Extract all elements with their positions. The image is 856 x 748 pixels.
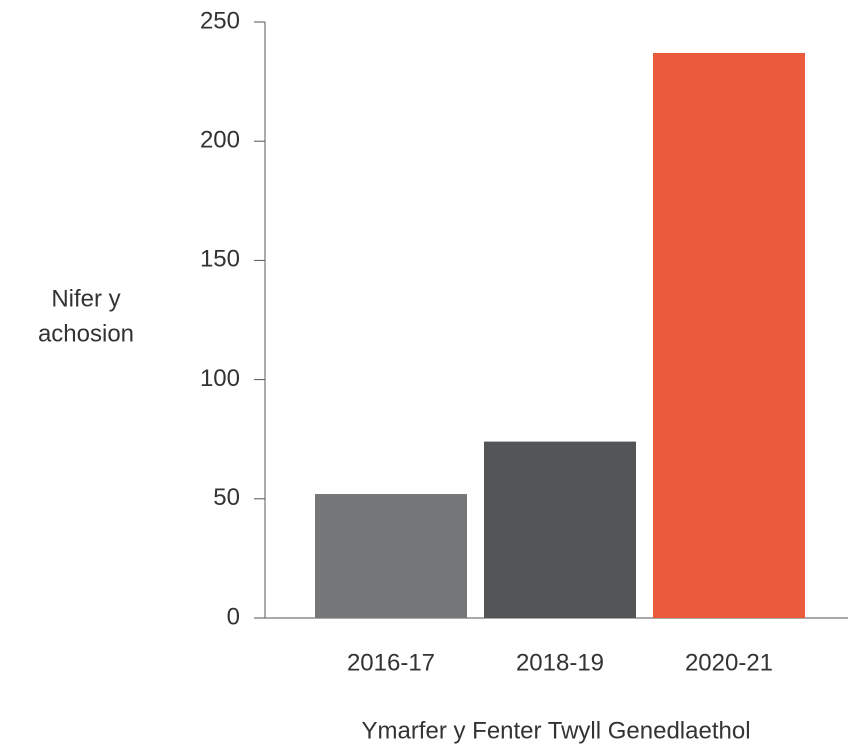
y-tick-label: 250 [200, 7, 240, 34]
x-tick-label: 2018-19 [516, 649, 604, 676]
y-tick-label: 0 [227, 603, 240, 630]
y-tick-label: 150 [200, 246, 240, 273]
y-axis-label: achosion [38, 320, 134, 347]
x-tick-label: 2016-17 [347, 649, 435, 676]
y-tick-label: 100 [200, 365, 240, 392]
bar [653, 52, 805, 618]
y-tick-label: 50 [213, 484, 240, 511]
bar [315, 494, 467, 618]
bar [484, 441, 636, 618]
y-axis-label: Nifer y [51, 285, 120, 312]
y-tick-label: 200 [200, 127, 240, 154]
x-axis-label: Ymarfer y Fenter Twyll Genedlaethol [361, 717, 750, 744]
x-tick-label: 2020-21 [685, 649, 773, 676]
